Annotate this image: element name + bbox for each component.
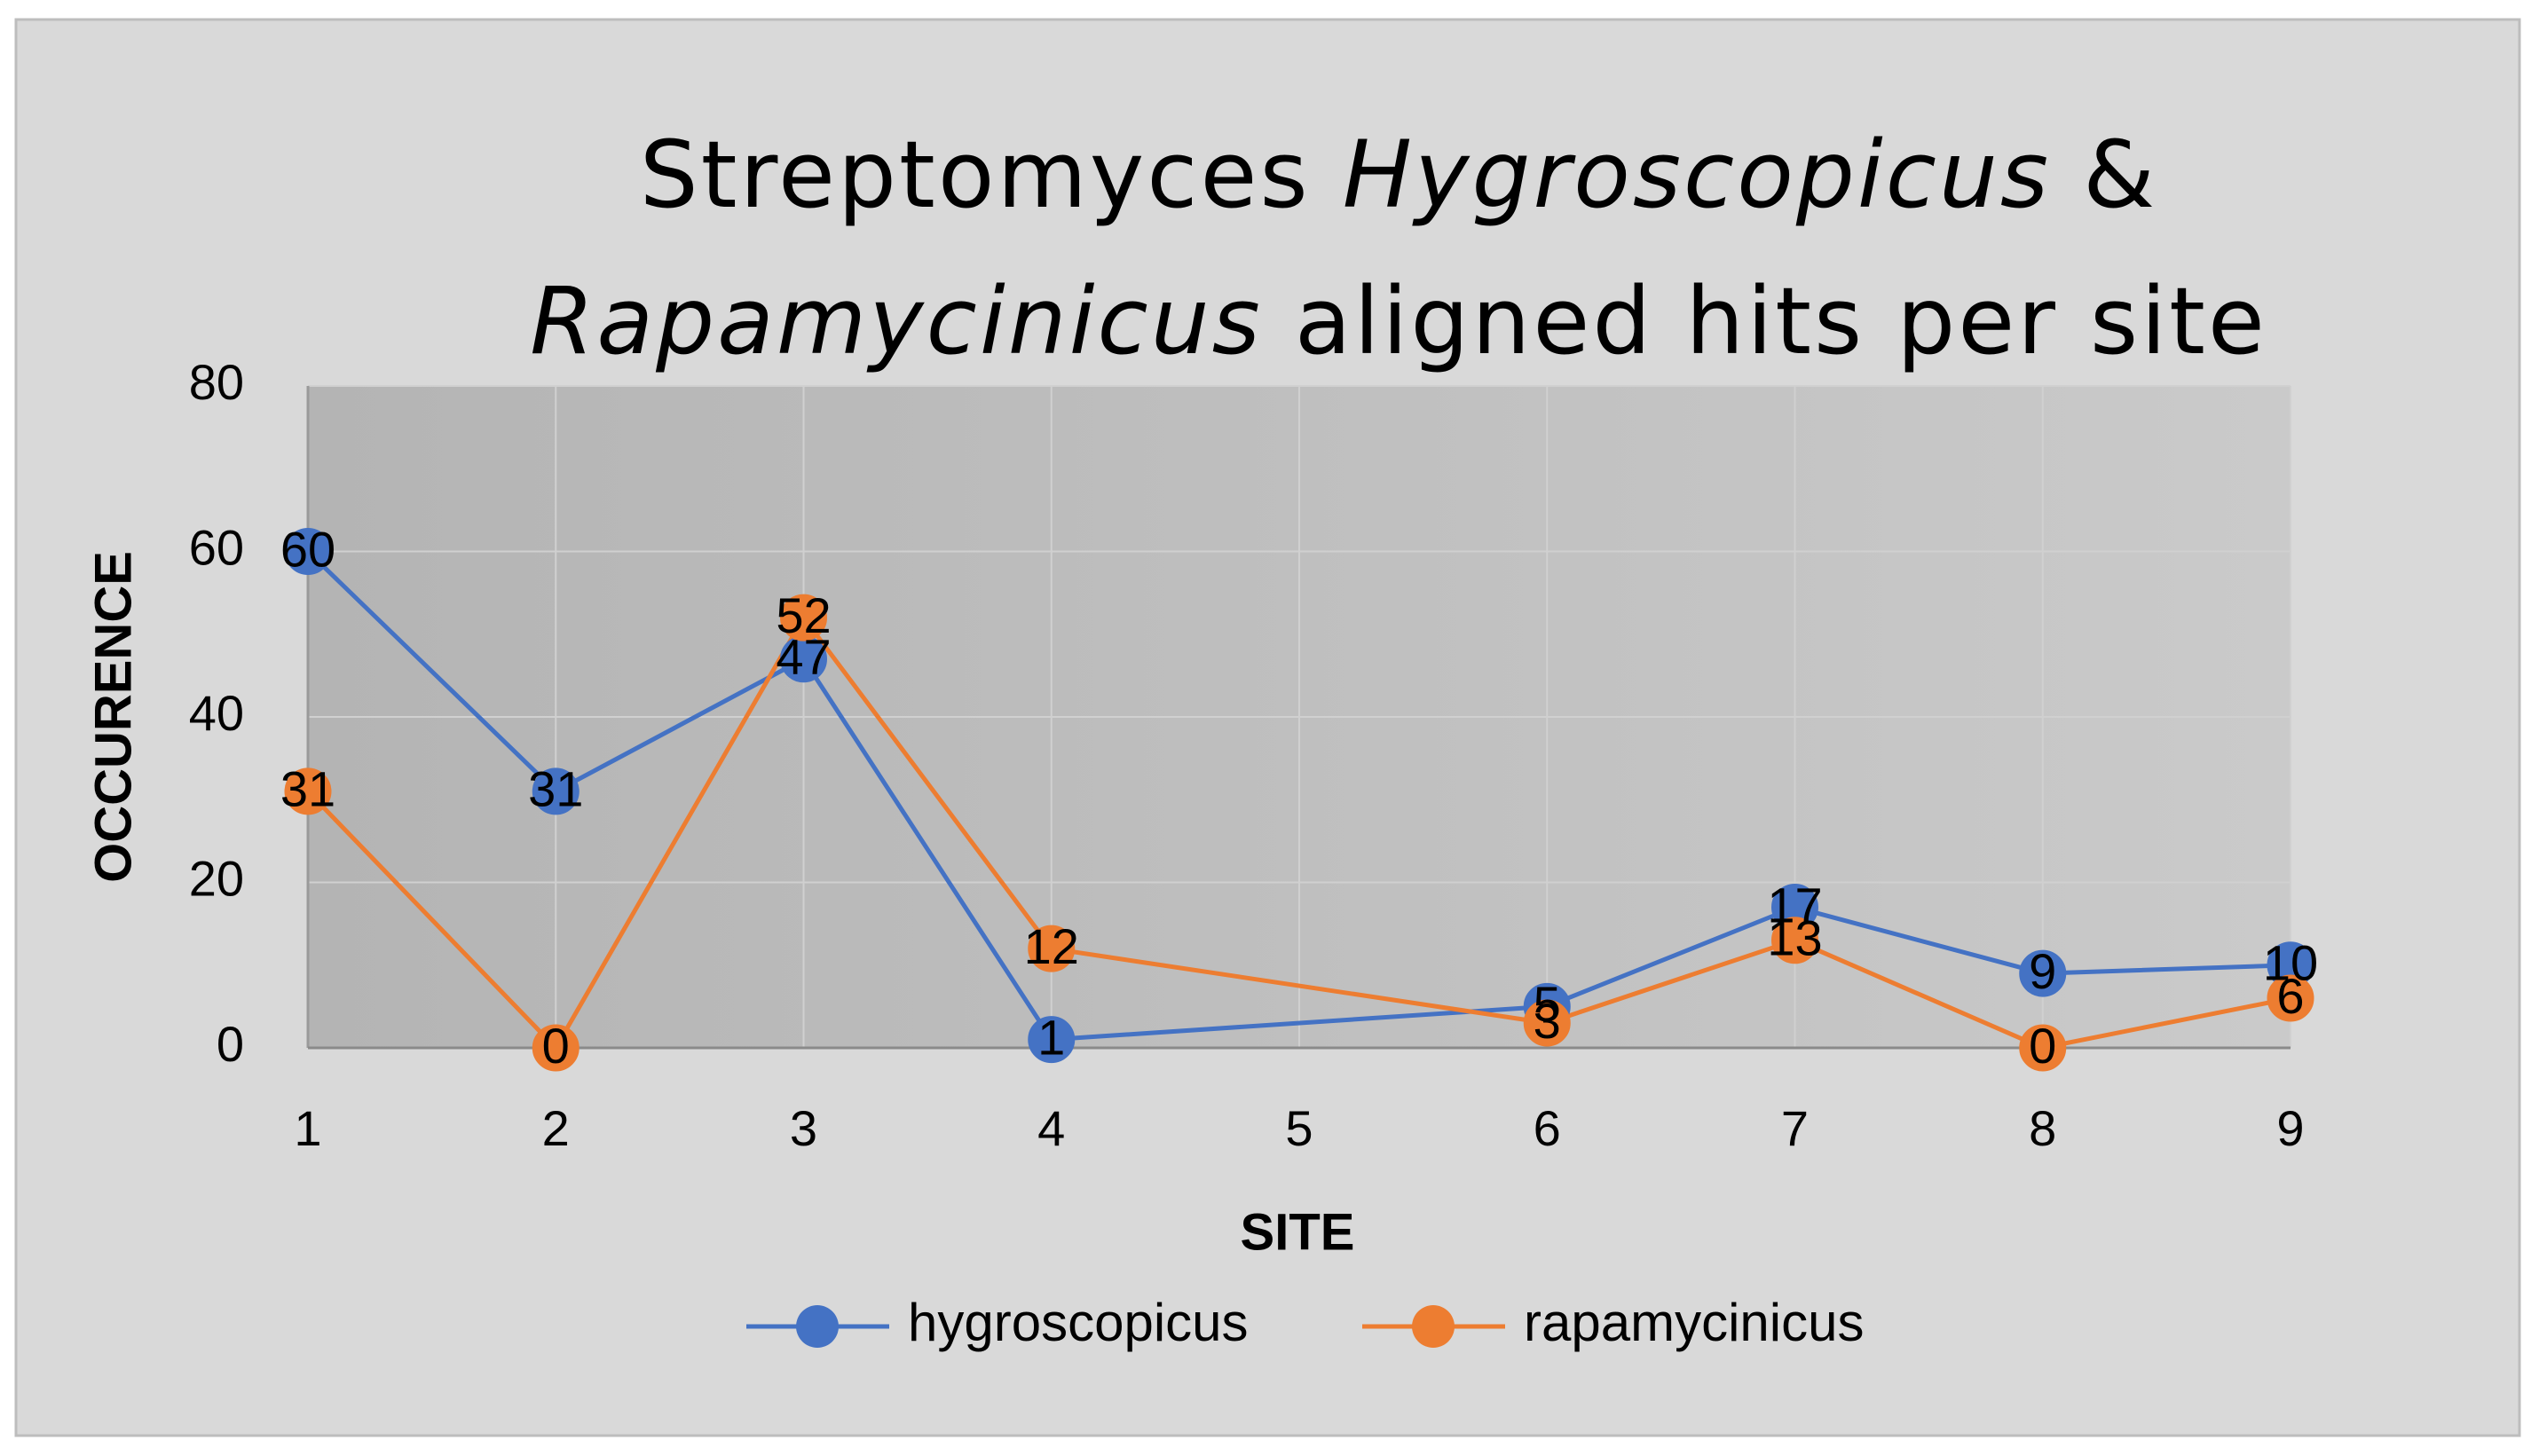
title-line: Streptomyces Hygroscopicus & — [640, 121, 2157, 229]
y-tick-label: 60 — [189, 519, 244, 575]
x-tick-label: 5 — [1285, 1100, 1313, 1156]
marker — [2019, 1024, 2067, 1072]
marker — [284, 767, 332, 815]
legend-label: rapamycinicus — [1524, 1293, 1864, 1352]
data-label: 31 — [280, 761, 335, 817]
marker — [532, 767, 580, 815]
x-tick-label: 4 — [1037, 1100, 1065, 1156]
title-part: Hygroscopicus — [1343, 121, 2051, 229]
marker — [2267, 974, 2314, 1022]
data-label: 9 — [2029, 943, 2056, 999]
x-tick-label: 8 — [2029, 1100, 2056, 1156]
series-line — [306, 549, 2291, 1043]
y-tick-label: 80 — [189, 354, 244, 410]
data-label: 31 — [528, 761, 583, 817]
title-line: Rapamycinicus aligned hits per site — [530, 267, 2267, 375]
data-label: 60 — [280, 521, 335, 577]
x-tick-label: 6 — [1534, 1100, 1561, 1156]
title-part: Streptomyces — [640, 121, 1343, 229]
y-tick-label: 40 — [189, 685, 244, 741]
marker — [1028, 1016, 1076, 1064]
x-tick-label: 1 — [294, 1100, 321, 1156]
marker — [532, 1024, 580, 1072]
x-axis-title: SITE — [1241, 1203, 1355, 1261]
marker — [1523, 999, 1571, 1047]
data-label: 13 — [1767, 910, 1822, 966]
series-line — [306, 613, 2291, 1052]
data-label: 3 — [1534, 993, 1561, 1049]
chart-title: Streptomyces Hygroscopicus & Rapamycinicu… — [530, 121, 2267, 375]
title-part: Rapamycinicus — [530, 267, 1263, 375]
marker — [2019, 949, 2067, 997]
y-axis-title: OCCURENCE — [84, 551, 142, 883]
data-label: 0 — [2029, 1018, 2056, 1074]
data-label: 52 — [776, 587, 831, 643]
marker — [1771, 917, 1818, 964]
marker — [780, 594, 827, 641]
data-label: 5 — [1534, 976, 1561, 1032]
data-label: 0 — [542, 1018, 570, 1074]
legend-marker — [796, 1305, 839, 1348]
legend-marker — [1412, 1305, 1455, 1348]
data-label: 1 — [1037, 1009, 1065, 1065]
data-label: 47 — [776, 629, 831, 685]
data-label: 12 — [1024, 918, 1079, 974]
y-tick-label: 20 — [189, 850, 244, 906]
legend-label: hygroscopicus — [908, 1293, 1249, 1352]
marker — [284, 528, 332, 575]
title-part: aligned hits per site — [1263, 267, 2267, 375]
title-part: & — [2051, 121, 2157, 229]
y-tick-label: 0 — [217, 1016, 244, 1072]
data-label: 6 — [2276, 968, 2304, 1024]
x-tick-label: 2 — [542, 1100, 570, 1156]
data-label: 10 — [2263, 935, 2318, 991]
x-tick-label: 3 — [790, 1100, 817, 1156]
x-tick-label: 9 — [2276, 1100, 2304, 1156]
data-label: 17 — [1767, 877, 1822, 933]
marker — [1028, 925, 1076, 972]
x-tick-label: 7 — [1781, 1100, 1809, 1156]
